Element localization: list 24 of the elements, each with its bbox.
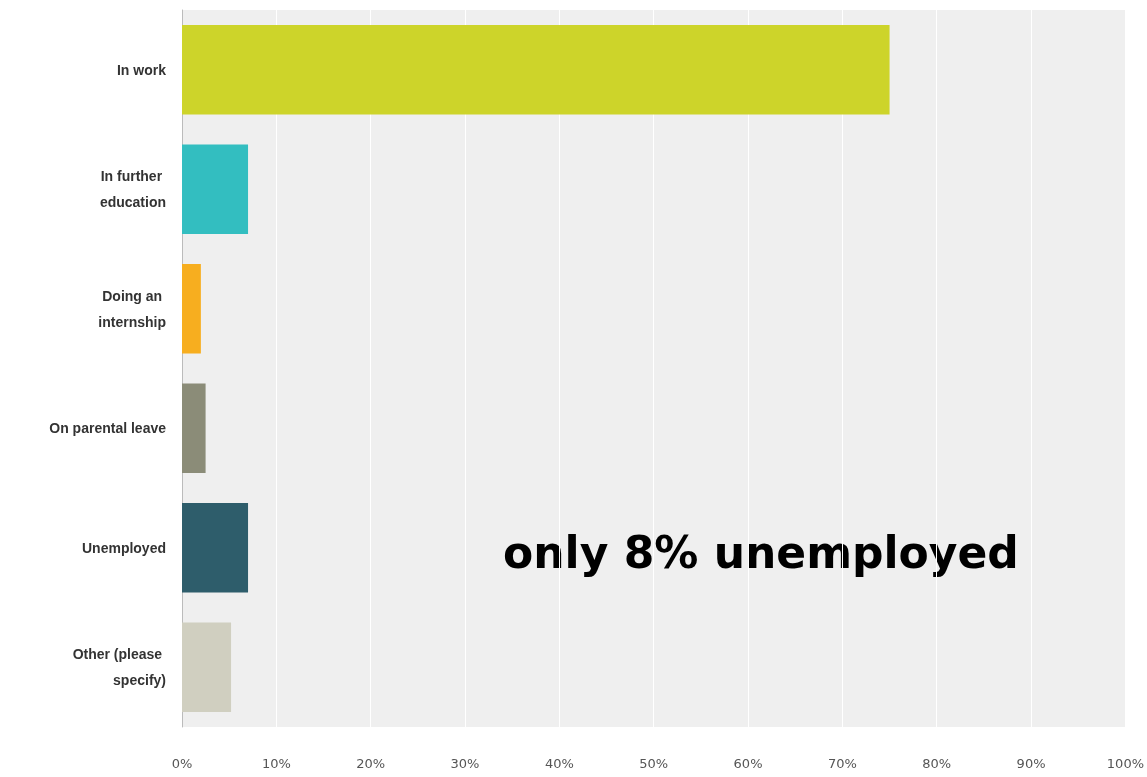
bar bbox=[182, 383, 206, 474]
x-tick-label: 70% bbox=[827, 756, 857, 771]
x-tick-label: 100% bbox=[1106, 756, 1144, 771]
y-tick-label: On parental leave bbox=[49, 420, 167, 437]
x-tick-label: 0% bbox=[171, 756, 193, 771]
annotation: only 8% unemployed bbox=[503, 526, 1019, 578]
y-tick-label: In work bbox=[116, 61, 167, 78]
x-tick-label: 40% bbox=[544, 756, 574, 771]
x-tick-label: 20% bbox=[356, 756, 386, 771]
x-tick-label: 10% bbox=[261, 756, 291, 771]
x-tick-label: 90% bbox=[1016, 756, 1046, 771]
y-tick-label: In further education bbox=[99, 168, 166, 211]
y-tick-label: Unemployed bbox=[81, 539, 166, 556]
bar bbox=[182, 263, 201, 354]
x-tick-label: 80% bbox=[922, 756, 952, 771]
x-tick-label: 50% bbox=[639, 756, 669, 771]
bar bbox=[182, 622, 232, 713]
y-tick-label: Doing an internship bbox=[98, 287, 166, 330]
bar bbox=[182, 24, 890, 115]
x-tick-label: 60% bbox=[733, 756, 763, 771]
bar bbox=[182, 144, 249, 235]
y-tick-label: Other (please specify) bbox=[72, 646, 166, 689]
bar bbox=[182, 502, 249, 593]
x-tick-label: 30% bbox=[450, 756, 480, 771]
